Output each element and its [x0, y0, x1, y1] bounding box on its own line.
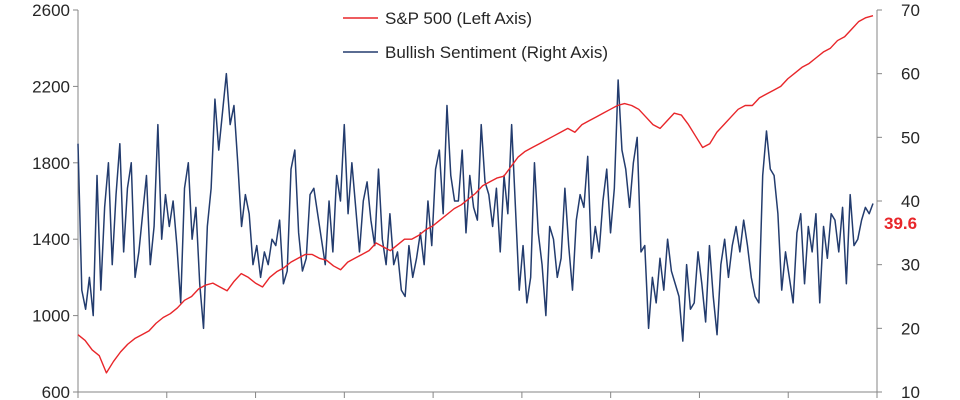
series-line-sp500 — [77, 15, 874, 374]
legend: S&P 500 (Left Axis) Bullish Sentiment (R… — [343, 9, 608, 62]
left-tick-label: 1800 — [32, 154, 70, 173]
series-line-bullish — [77, 72, 874, 342]
left-tick-label: 2600 — [32, 1, 70, 20]
right-axis-ticks: 10 20 30 40 50 60 70 — [877, 1, 920, 400]
left-tick-label: 1000 — [32, 307, 70, 326]
left-tick-label: 2200 — [32, 77, 70, 96]
right-tick-label: 30 — [901, 256, 920, 275]
right-tick-label: 70 — [901, 1, 920, 20]
right-tick-label: 60 — [901, 65, 920, 84]
right-tick-label: 10 — [901, 383, 920, 400]
series-layer — [77, 15, 874, 374]
right-tick-label: 20 — [901, 319, 920, 338]
legend-label-sp500: S&P 500 (Left Axis) — [385, 9, 532, 28]
last-value-label: 39.6 — [884, 214, 917, 233]
left-tick-label: 600 — [42, 383, 70, 400]
left-axis-ticks: 600 1000 1400 1800 2200 2600 — [32, 1, 78, 400]
left-tick-label: 1400 — [32, 230, 70, 249]
right-tick-label: 40 — [901, 192, 920, 211]
legend-label-bullish: Bullish Sentiment (Right Axis) — [385, 43, 608, 62]
right-tick-label: 50 — [901, 128, 920, 147]
